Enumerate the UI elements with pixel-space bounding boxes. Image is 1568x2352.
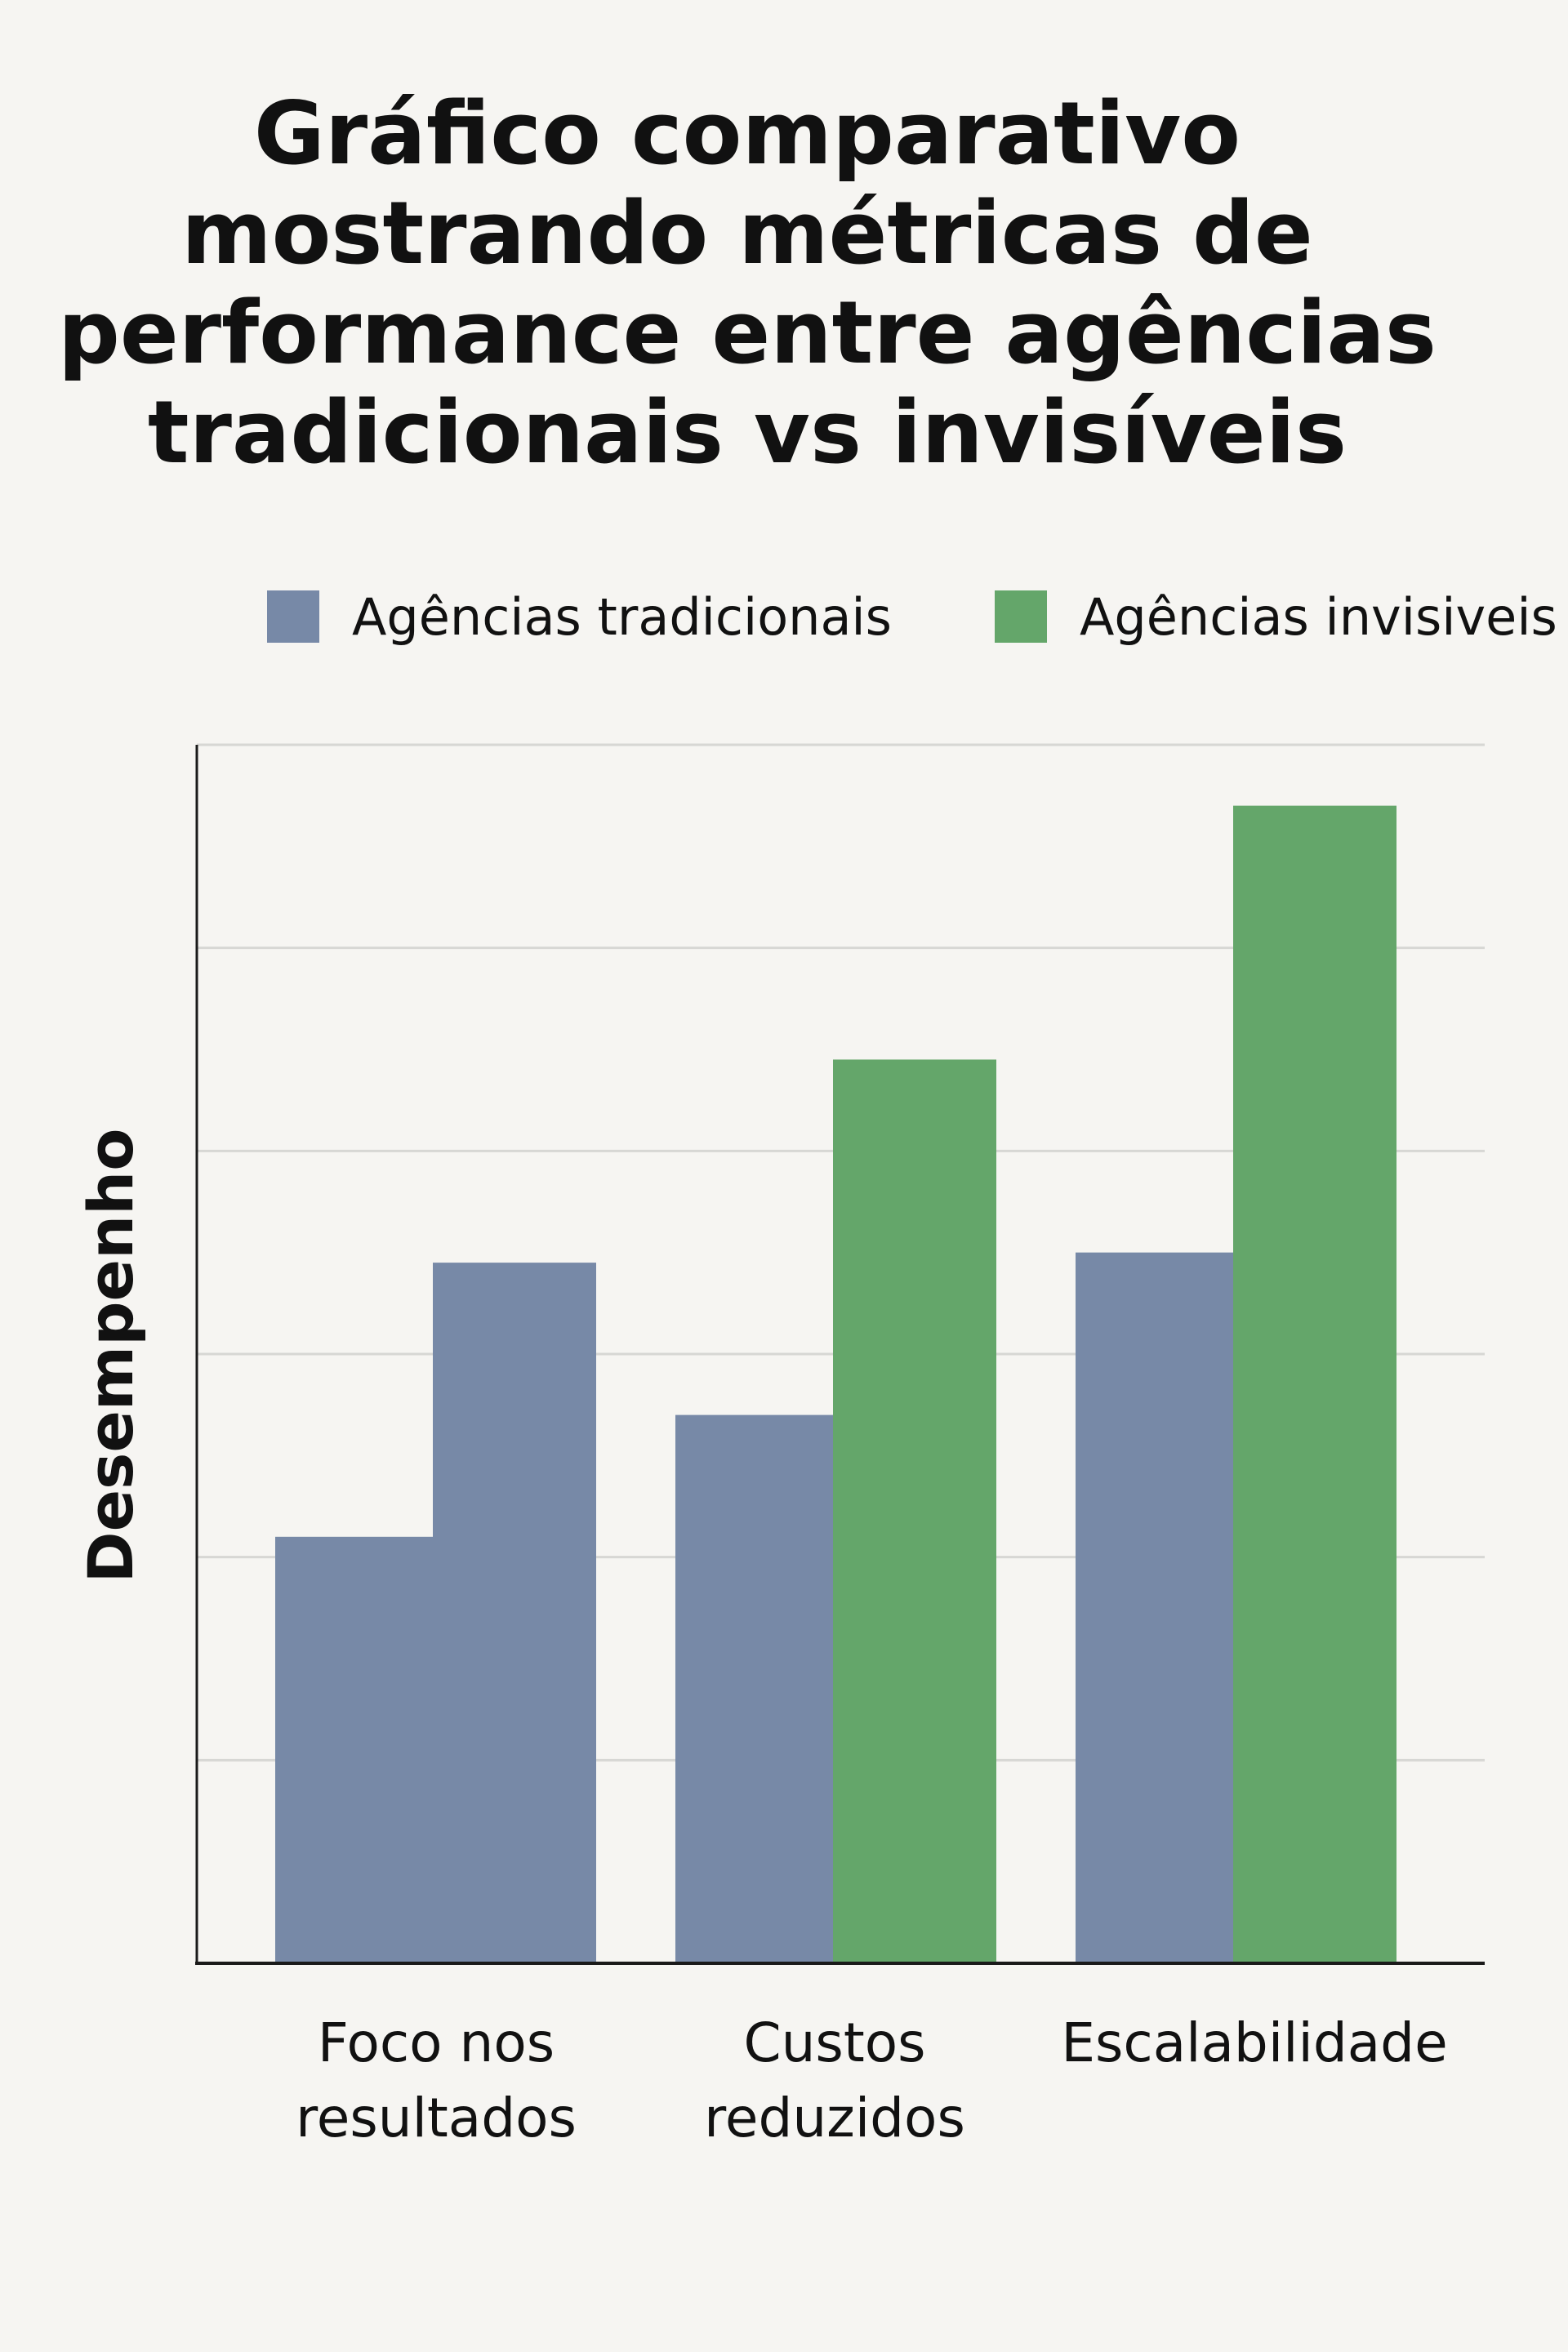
chart-title-line: mostrando métricas de: [181, 183, 1313, 283]
y-axis-title: Desempenho: [74, 1129, 147, 1584]
x-tick-label: Foco nos: [318, 2011, 555, 2074]
bar: [675, 1414, 833, 1963]
chart-title-line: tradicionais vs invisíveis: [148, 382, 1347, 483]
bar: [275, 1536, 433, 1963]
legend-label: Agências tradicionais: [352, 587, 892, 647]
bar: [1233, 805, 1396, 1963]
x-tick-label: Custos: [744, 2011, 926, 2074]
bar: [433, 1263, 596, 1963]
axes: [195, 745, 1485, 1965]
x-tick-label: reduzidos: [704, 2087, 965, 2149]
bars: [275, 805, 1396, 1963]
legend-label: Agências invisiveis: [1080, 587, 1557, 647]
legend: Agências tradicionais Agências invisiveis: [267, 587, 1557, 647]
chart-title-line: Gráfico comparativo: [254, 83, 1241, 184]
legend-swatch: [267, 590, 319, 643]
x-tick-labels: Foco nos resultados Custos reduzidos Escalab…: [296, 2011, 1448, 2149]
y-axis-title-group: Desempenho: [74, 1129, 147, 1584]
x-tick-label: Escalabilidade: [1061, 2011, 1447, 2074]
chart-title-line: performance entre agências: [58, 283, 1437, 383]
bar: [833, 1059, 996, 1963]
legend-swatch: [995, 590, 1047, 643]
bar: [1076, 1252, 1233, 1963]
x-tick-label: resultados: [296, 2087, 577, 2149]
